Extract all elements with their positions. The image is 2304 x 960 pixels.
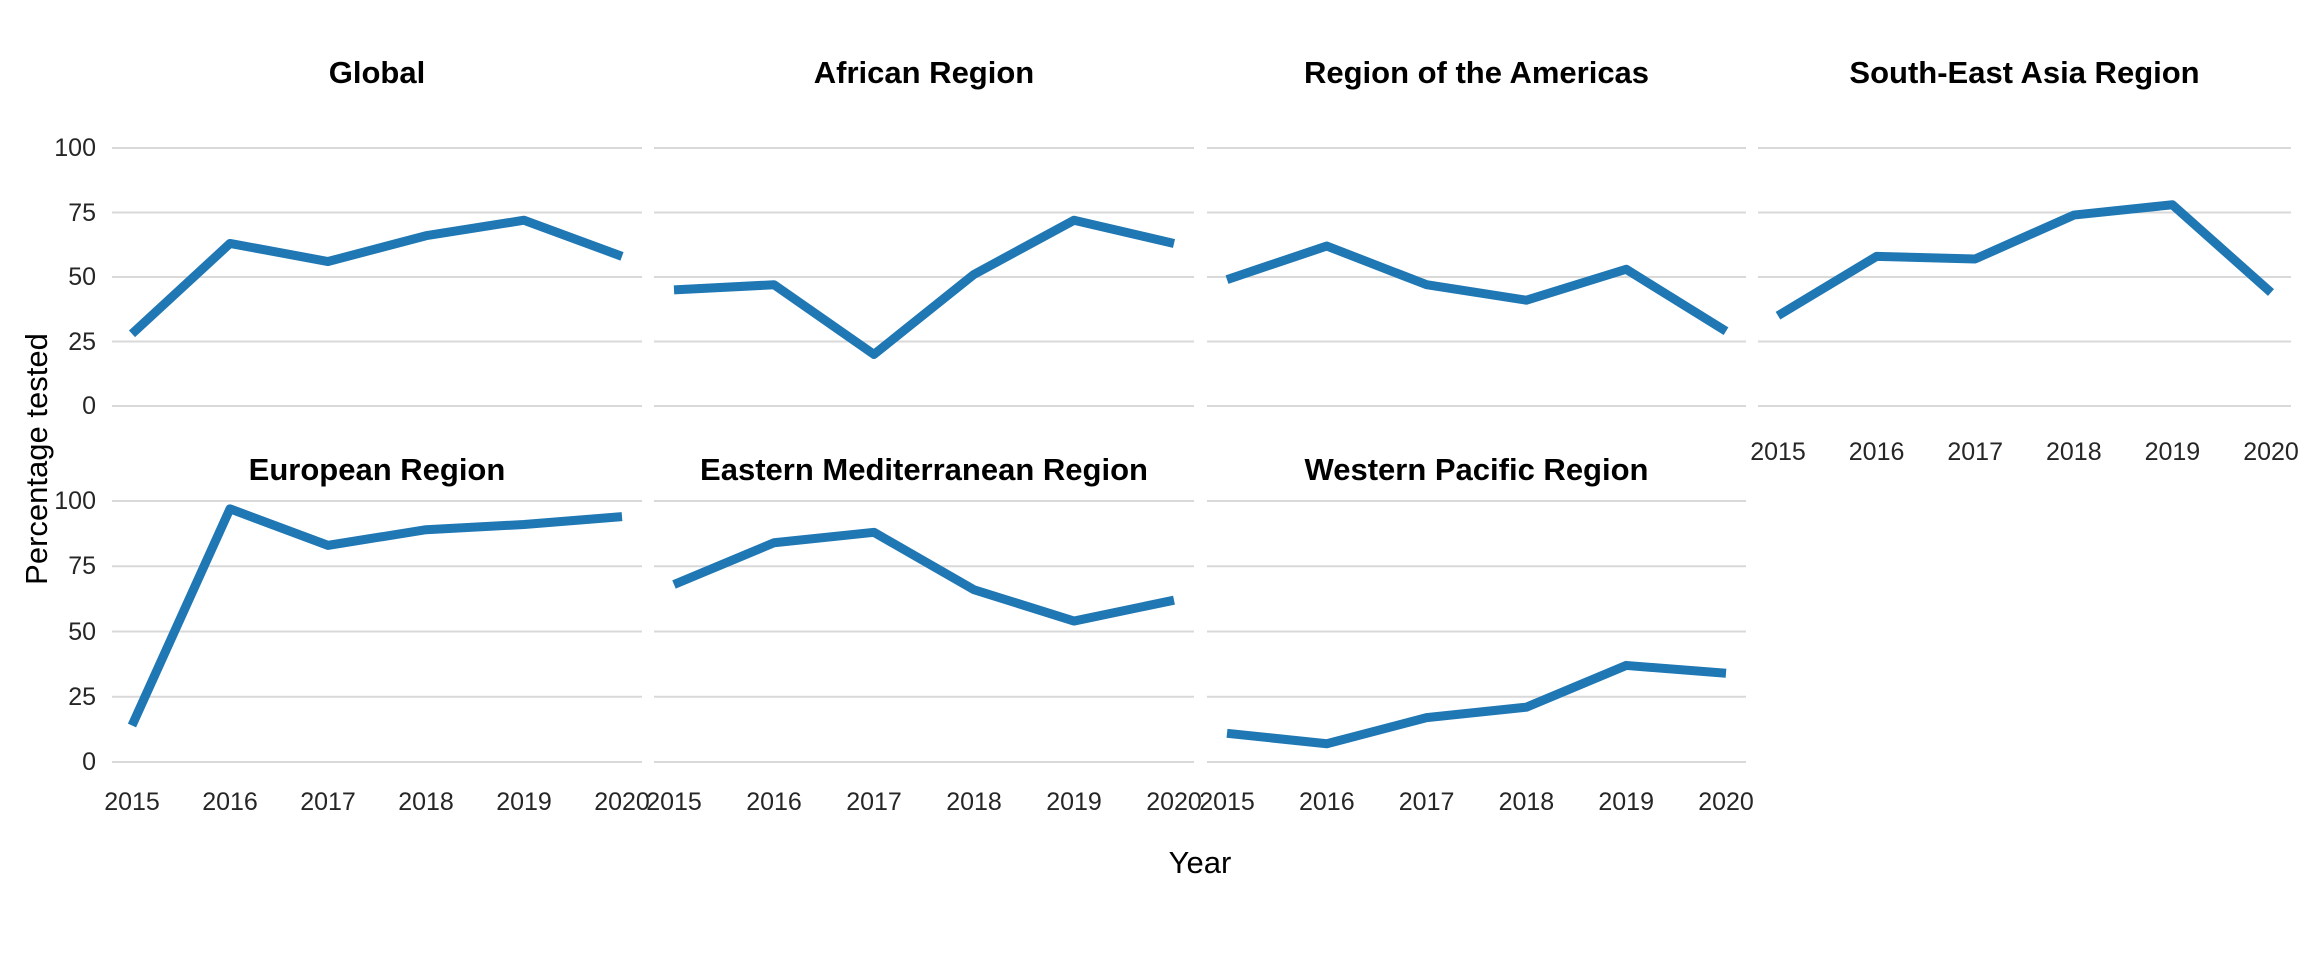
facet-plot: [654, 147, 1194, 407]
x-tick-label: 2017: [1947, 438, 2003, 466]
x-tick-label: 2015: [646, 788, 702, 816]
x-tick-label: 2016: [1298, 788, 1355, 816]
x-tick-label: 2020: [1698, 788, 1754, 816]
data-line: [1775, 200, 2274, 320]
y-tick-label: 0: [82, 392, 96, 420]
y-tick-label: 100: [54, 134, 96, 162]
facet-african-region: African Region: [654, 55, 1194, 428]
y-tick-label: 75: [68, 552, 96, 581]
data-line: [128, 215, 624, 338]
facet-title: Region of the Americas: [1303, 55, 1650, 90]
x-tick-label: 2019: [2144, 438, 2201, 466]
facet-eastern-mediterranean-region: Eastern Mediterranean Region: [654, 452, 1194, 790]
data-line: [127, 504, 623, 728]
data-line: [1226, 660, 1727, 749]
y-tick-label: 25: [68, 327, 96, 356]
facet-title: Global: [328, 55, 426, 90]
y-tick-label: 0: [82, 748, 96, 776]
x-tick-label: 2018: [946, 788, 1002, 816]
facet-title: European Region: [248, 452, 506, 487]
facet-plot: [654, 500, 1194, 763]
y-tick-label: 75: [68, 198, 96, 227]
x-tick-label: 2019: [1598, 788, 1654, 816]
facet-region-of-the-americas: Region of the Americas: [1207, 55, 1746, 428]
facet-plot: [112, 500, 642, 763]
facet-title: Eastern Mediterranean Region: [700, 452, 1148, 487]
facet-south-east-asia-region: South-East Asia Region: [1758, 55, 2291, 428]
facet-western-pacific-region: Western Pacific Region: [1207, 452, 1746, 790]
x-tick-label: 2019: [1046, 788, 1102, 816]
x-tick-label: 2017: [1398, 788, 1455, 816]
x-tick-label: 2015: [1199, 788, 1255, 816]
y-axis-title: Percentage tested: [19, 333, 54, 585]
data-line: [673, 215, 1176, 359]
x-tick-label: 2017: [300, 788, 356, 816]
x-tick-label: 2017: [846, 788, 902, 816]
facet-european-region: European Region: [112, 452, 642, 790]
x-tick-label: 2015: [104, 788, 160, 816]
x-tick-label: 2016: [202, 788, 258, 816]
x-tick-label: 2018: [398, 788, 454, 816]
y-tick-label: 25: [68, 682, 96, 711]
x-tick-label: 2016: [746, 788, 802, 816]
x-tick-label: 2015: [1750, 438, 1806, 466]
facet-plot: [1758, 147, 2291, 407]
y-tick-label: 50: [68, 263, 96, 291]
x-tick-label: 2020: [2243, 438, 2299, 466]
facet-plot: [112, 147, 642, 407]
facet-title: Western Pacific Region: [1304, 452, 1649, 487]
data-line: [1225, 241, 1729, 336]
facet-title: South-East Asia Region: [1849, 55, 2200, 90]
x-tick-label: 2020: [594, 788, 650, 816]
x-tick-label: 2018: [1498, 788, 1555, 816]
y-tick-label: 50: [68, 617, 96, 646]
facet-title: African Region: [813, 55, 1035, 90]
facet-global: Global: [112, 55, 642, 428]
x-axis-title: Year: [1168, 845, 1232, 880]
x-tick-label: 2020: [1146, 788, 1202, 816]
facet-plot: [1207, 147, 1746, 407]
x-tick-label: 2016: [1848, 438, 1905, 466]
x-tick-label: 2018: [2045, 438, 2102, 466]
y-tick-label: 100: [54, 487, 96, 515]
facet-plot: [1207, 500, 1746, 763]
x-tick-label: 2019: [496, 788, 552, 816]
data-line: [672, 527, 1175, 626]
